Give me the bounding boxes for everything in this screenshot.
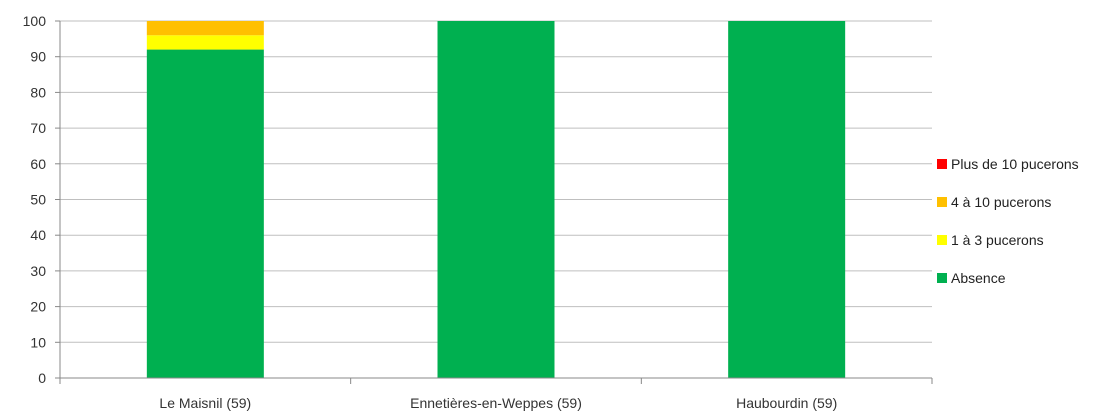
bar-segment	[146, 21, 264, 36]
legend-label: 4 à 10 pucerons	[951, 194, 1051, 210]
legend-swatch	[937, 273, 947, 283]
y-axis-tick-labels: 0 10 20 30 40 50 60 70 80 90 100	[23, 13, 47, 386]
y-tick-label: 80	[30, 84, 46, 100]
y-tick-label: 0	[38, 370, 46, 386]
y-tick-label: 40	[30, 227, 46, 243]
x-category-label: Haubourdin (59)	[736, 395, 837, 411]
x-category-label: Ennetières-en-Weppes (59)	[410, 395, 582, 411]
bar-segment	[437, 21, 555, 378]
y-tick-label: 70	[30, 120, 46, 136]
legend-label: Plus de 10 pucerons	[951, 156, 1079, 172]
legend-label: 1 à 3 pucerons	[951, 232, 1044, 248]
bars	[146, 21, 846, 379]
legend-swatch	[937, 235, 947, 245]
legend: Plus de 10 pucerons 4 à 10 pucerons 1 à 3 …	[937, 156, 1079, 286]
bar-segment	[146, 49, 264, 379]
legend-swatch	[937, 159, 947, 169]
y-tick-label: 50	[30, 192, 46, 208]
legend-swatch	[937, 197, 947, 207]
legend-label: Absence	[951, 270, 1006, 286]
bar-segment	[146, 35, 264, 50]
x-axis-category-labels: Le Maisnil (59) Ennetières-en-Weppes (59)…	[159, 395, 837, 411]
y-tick-label: 30	[30, 263, 46, 279]
axes	[55, 20, 933, 384]
y-tick-label: 10	[30, 334, 46, 350]
y-tick-label: 100	[23, 13, 47, 29]
y-tick-label: 90	[30, 49, 46, 65]
x-category-label: Le Maisnil (59)	[159, 395, 251, 411]
bar-segment	[728, 21, 846, 378]
y-tick-label: 20	[30, 299, 46, 315]
y-tick-label: 60	[30, 156, 46, 172]
